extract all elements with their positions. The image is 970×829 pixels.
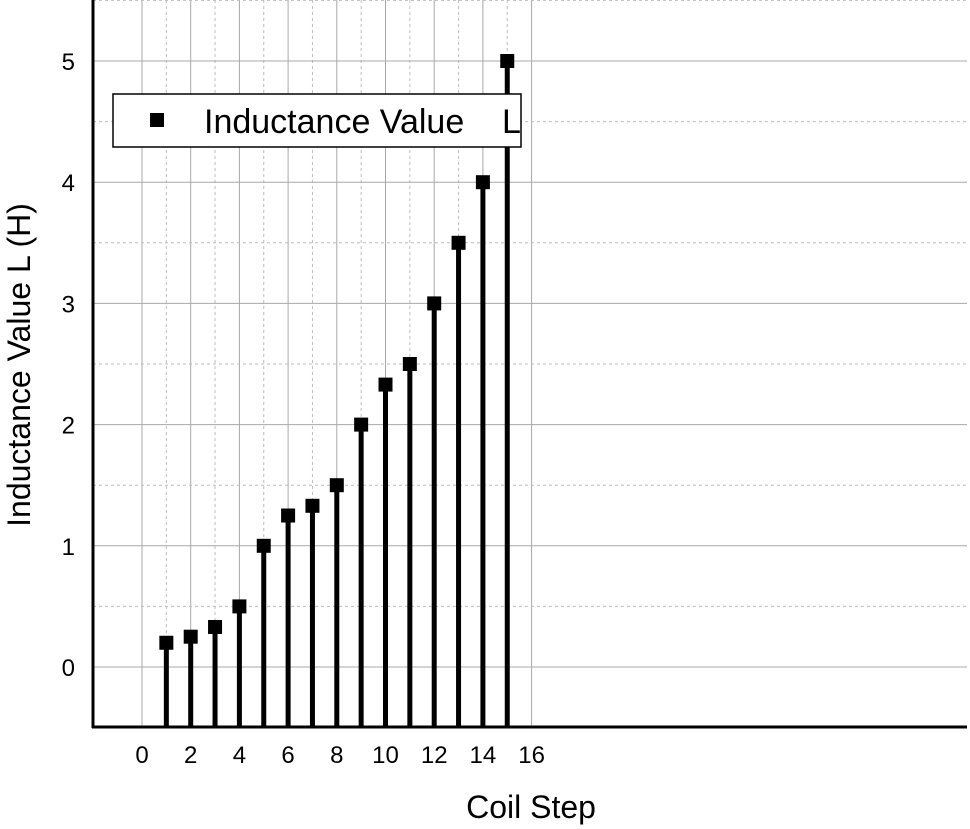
data-point xyxy=(159,635,174,650)
legend-marker xyxy=(150,113,164,127)
axes xyxy=(91,0,967,729)
x-tick-labels: 0 2 4 6 8 10 12 14 16 xyxy=(135,742,545,769)
x-tick-label: 10 xyxy=(372,742,399,769)
data-point xyxy=(256,538,271,553)
x-tick-label: 6 xyxy=(281,742,294,769)
legend-label: Inductance Value L xyxy=(204,103,521,141)
data-point xyxy=(281,508,296,523)
data-point xyxy=(451,235,466,250)
x-axis-title: Coil Step xyxy=(466,789,596,825)
data-point xyxy=(208,620,223,635)
y-tick-label: 2 xyxy=(62,413,75,440)
data-point xyxy=(427,296,442,311)
data-point xyxy=(500,54,515,68)
x-tick-label: 4 xyxy=(233,742,246,769)
x-tick-label: 14 xyxy=(470,742,497,769)
y-tick-labels: 0 1 2 3 4 5 xyxy=(62,49,75,682)
y-tick-label: 5 xyxy=(62,49,75,76)
data-point xyxy=(305,498,320,513)
data-point xyxy=(183,629,198,644)
y-tick-label: 4 xyxy=(62,170,75,197)
legend: Inductance Value L xyxy=(112,93,522,148)
x-tick-label: 8 xyxy=(330,742,343,769)
data-point xyxy=(329,478,344,493)
y-tick-label: 1 xyxy=(62,534,75,561)
y-axis-title: Inductance Value L (H) xyxy=(1,203,37,527)
data-point xyxy=(402,357,417,371)
x-tick-label: 2 xyxy=(184,742,197,769)
y-tick-label: 0 xyxy=(62,655,75,682)
stems xyxy=(163,61,510,727)
markers xyxy=(159,54,515,650)
data-point xyxy=(354,417,369,432)
data-point xyxy=(475,175,490,190)
y-tick-label: 3 xyxy=(62,291,75,318)
data-point xyxy=(232,599,247,614)
x-tick-label: 0 xyxy=(135,742,148,769)
data-point xyxy=(378,377,393,392)
x-tick-label: 12 xyxy=(421,742,448,769)
x-tick-label: 16 xyxy=(518,742,545,769)
legend-box xyxy=(112,93,522,148)
